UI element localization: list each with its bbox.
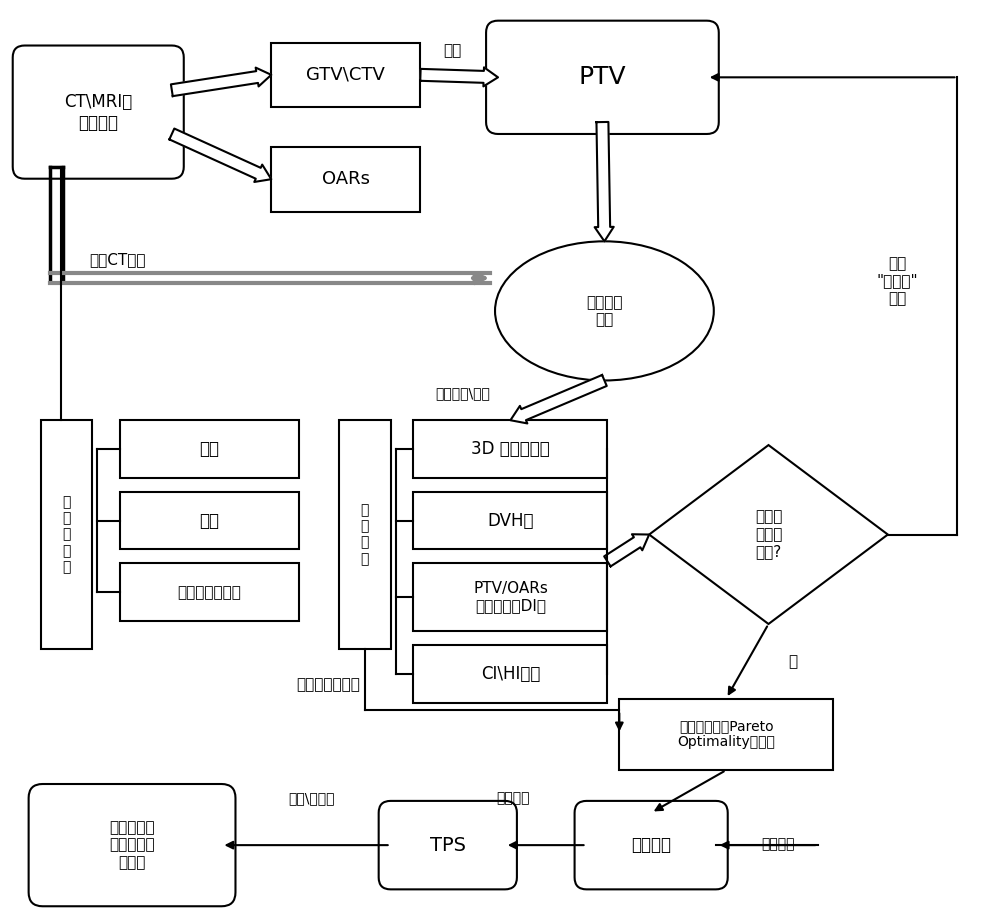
Bar: [619, 698, 833, 770]
Ellipse shape: [495, 242, 714, 381]
FancyBboxPatch shape: [486, 21, 719, 134]
Polygon shape: [604, 534, 649, 566]
Text: CT\MRI等
医学影像: CT\MRI等 医学影像: [64, 92, 132, 132]
Text: 计划制定、
评估、验证
与实施: 计划制定、 评估、验证 与实施: [109, 820, 155, 870]
Text: GTV\CTV: GTV\CTV: [306, 66, 385, 84]
Text: 理想靶区: 理想靶区: [631, 836, 671, 854]
Text: 多目标优化选择: 多目标优化选择: [296, 677, 360, 692]
Bar: [413, 491, 607, 549]
Bar: [339, 420, 391, 649]
Text: 剂量预览
系统: 剂量预览 系统: [586, 295, 623, 327]
Text: 各项指
标整体
满意?: 各项指 标整体 满意?: [755, 510, 782, 559]
Bar: [413, 420, 607, 478]
Text: PTV: PTV: [579, 65, 626, 90]
FancyBboxPatch shape: [575, 801, 728, 889]
Text: 外扩: 外扩: [443, 43, 461, 58]
Text: 拟关注剂量指数: 拟关注剂量指数: [178, 585, 242, 599]
Bar: [120, 491, 299, 549]
Polygon shape: [169, 128, 271, 182]
Bar: [120, 564, 299, 621]
Text: 先
验
知
识
库: 先 验 知 识 库: [62, 495, 71, 574]
Text: 高级审核: 高级审核: [496, 791, 530, 805]
Text: 是: 是: [788, 653, 798, 669]
FancyBboxPatch shape: [379, 801, 517, 889]
Text: DVH图: DVH图: [487, 511, 534, 530]
Text: 实时绘制\计算: 实时绘制\计算: [435, 386, 490, 401]
Polygon shape: [595, 122, 614, 242]
Text: OARs: OARs: [322, 170, 370, 188]
FancyBboxPatch shape: [13, 46, 184, 178]
Text: 原始CT图像: 原始CT图像: [89, 252, 146, 266]
Polygon shape: [649, 445, 888, 624]
Text: 物理\治疗师: 物理\治疗师: [288, 791, 334, 805]
Polygon shape: [420, 68, 498, 86]
Text: 否，
"雕刻式"
修改: 否， "雕刻式" 修改: [877, 256, 919, 306]
Bar: [271, 42, 420, 107]
Text: 帕累托最优（Pareto
Optimality）解集: 帕累托最优（Pareto Optimality）解集: [677, 719, 775, 749]
Text: 部位: 部位: [200, 511, 220, 530]
Bar: [120, 420, 299, 478]
Polygon shape: [171, 68, 271, 96]
Bar: [413, 564, 607, 631]
Text: PTV/OARs
剂量指数（DI）: PTV/OARs 剂量指数（DI）: [473, 581, 548, 613]
Text: 辅助决策: 辅助决策: [762, 837, 795, 852]
Text: TPS: TPS: [430, 835, 466, 855]
Bar: [413, 645, 607, 703]
Text: 3D 剂量分布图: 3D 剂量分布图: [471, 440, 550, 458]
Polygon shape: [510, 375, 607, 424]
FancyBboxPatch shape: [29, 784, 235, 906]
Bar: [41, 420, 92, 649]
Bar: [271, 147, 420, 211]
Text: 指
标
预
估: 指 标 预 估: [361, 503, 369, 565]
Text: CI\HI指标: CI\HI指标: [481, 664, 540, 683]
Text: 病种: 病种: [200, 440, 220, 458]
